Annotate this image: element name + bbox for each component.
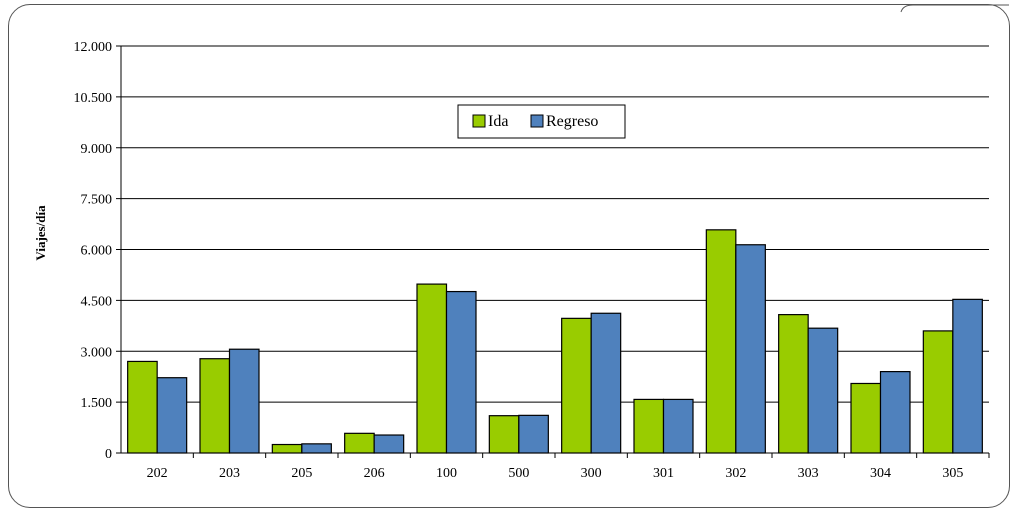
legend-swatch-regreso xyxy=(530,114,544,128)
y-tick-label: 10.500 xyxy=(74,91,113,106)
bar-ida-305 xyxy=(922,330,954,454)
x-tick-label: 304 xyxy=(870,466,891,481)
bar-ida-300 xyxy=(561,317,592,454)
legend: Ida Regreso xyxy=(457,104,626,139)
bar-regreso-303 xyxy=(807,327,839,454)
bar-ida-205 xyxy=(271,443,303,454)
y-tick-label: 7.500 xyxy=(81,193,113,208)
bar-regreso-500 xyxy=(518,414,549,454)
bar-regreso-305 xyxy=(952,298,983,454)
bar-regreso-202 xyxy=(156,377,188,454)
x-tick-label: 100 xyxy=(436,466,457,481)
x-tick-label: 303 xyxy=(798,466,819,481)
y-tick-label: 6.000 xyxy=(81,244,113,259)
y-tick-label: 1.500 xyxy=(81,396,113,411)
bar-regreso-304 xyxy=(879,371,911,454)
bar-regreso-206 xyxy=(373,434,405,454)
legend-swatch-ida xyxy=(472,114,486,128)
bar-ida-303 xyxy=(778,314,809,454)
bar-ida-203 xyxy=(199,358,231,454)
gridlines xyxy=(121,45,989,403)
y-axis-label: Viajes/día xyxy=(33,205,48,261)
x-tick-label: 206 xyxy=(364,466,385,481)
y-tick-label: 0 xyxy=(105,447,112,462)
x-tick-label: 305 xyxy=(942,466,963,481)
axes: 0 1.500 3.000 4.500 6.000 7.500 9.000 10.500 12.… xyxy=(74,40,990,481)
x-tick-label: 500 xyxy=(508,466,529,481)
bars xyxy=(127,229,983,454)
bar-regreso-301 xyxy=(662,398,694,454)
y-tick-label: 12.000 xyxy=(74,40,113,55)
bar-ida-302 xyxy=(705,229,737,454)
bar-ida-206 xyxy=(344,432,375,454)
x-tick-label: 203 xyxy=(219,466,240,481)
bar-ida-301 xyxy=(633,398,665,454)
y-tick-label: 4.500 xyxy=(81,294,113,309)
bar-regreso-203 xyxy=(228,348,260,454)
legend-label-regreso: Regreso xyxy=(546,113,598,130)
bar-ida-202 xyxy=(127,360,158,454)
bar-ida-500 xyxy=(488,415,520,454)
y-tick-label: 3.000 xyxy=(81,345,113,360)
bar-regreso-302 xyxy=(735,244,766,454)
corner-decoration xyxy=(900,4,1009,13)
bar-regreso-100 xyxy=(445,290,477,454)
x-tick-label: 205 xyxy=(291,466,312,481)
x-tick-label: 202 xyxy=(147,466,168,481)
legend-label-ida: Ida xyxy=(488,113,508,130)
y-tick-label: 9.000 xyxy=(81,142,113,157)
bar-regreso-205 xyxy=(301,443,332,454)
bar-ida-100 xyxy=(416,283,448,454)
bar-ida-304 xyxy=(850,382,882,454)
bar-regreso-300 xyxy=(590,312,622,454)
x-tick-label: 302 xyxy=(725,466,746,481)
x-tick-label: 301 xyxy=(653,466,674,481)
x-tick-label: 300 xyxy=(581,466,602,481)
